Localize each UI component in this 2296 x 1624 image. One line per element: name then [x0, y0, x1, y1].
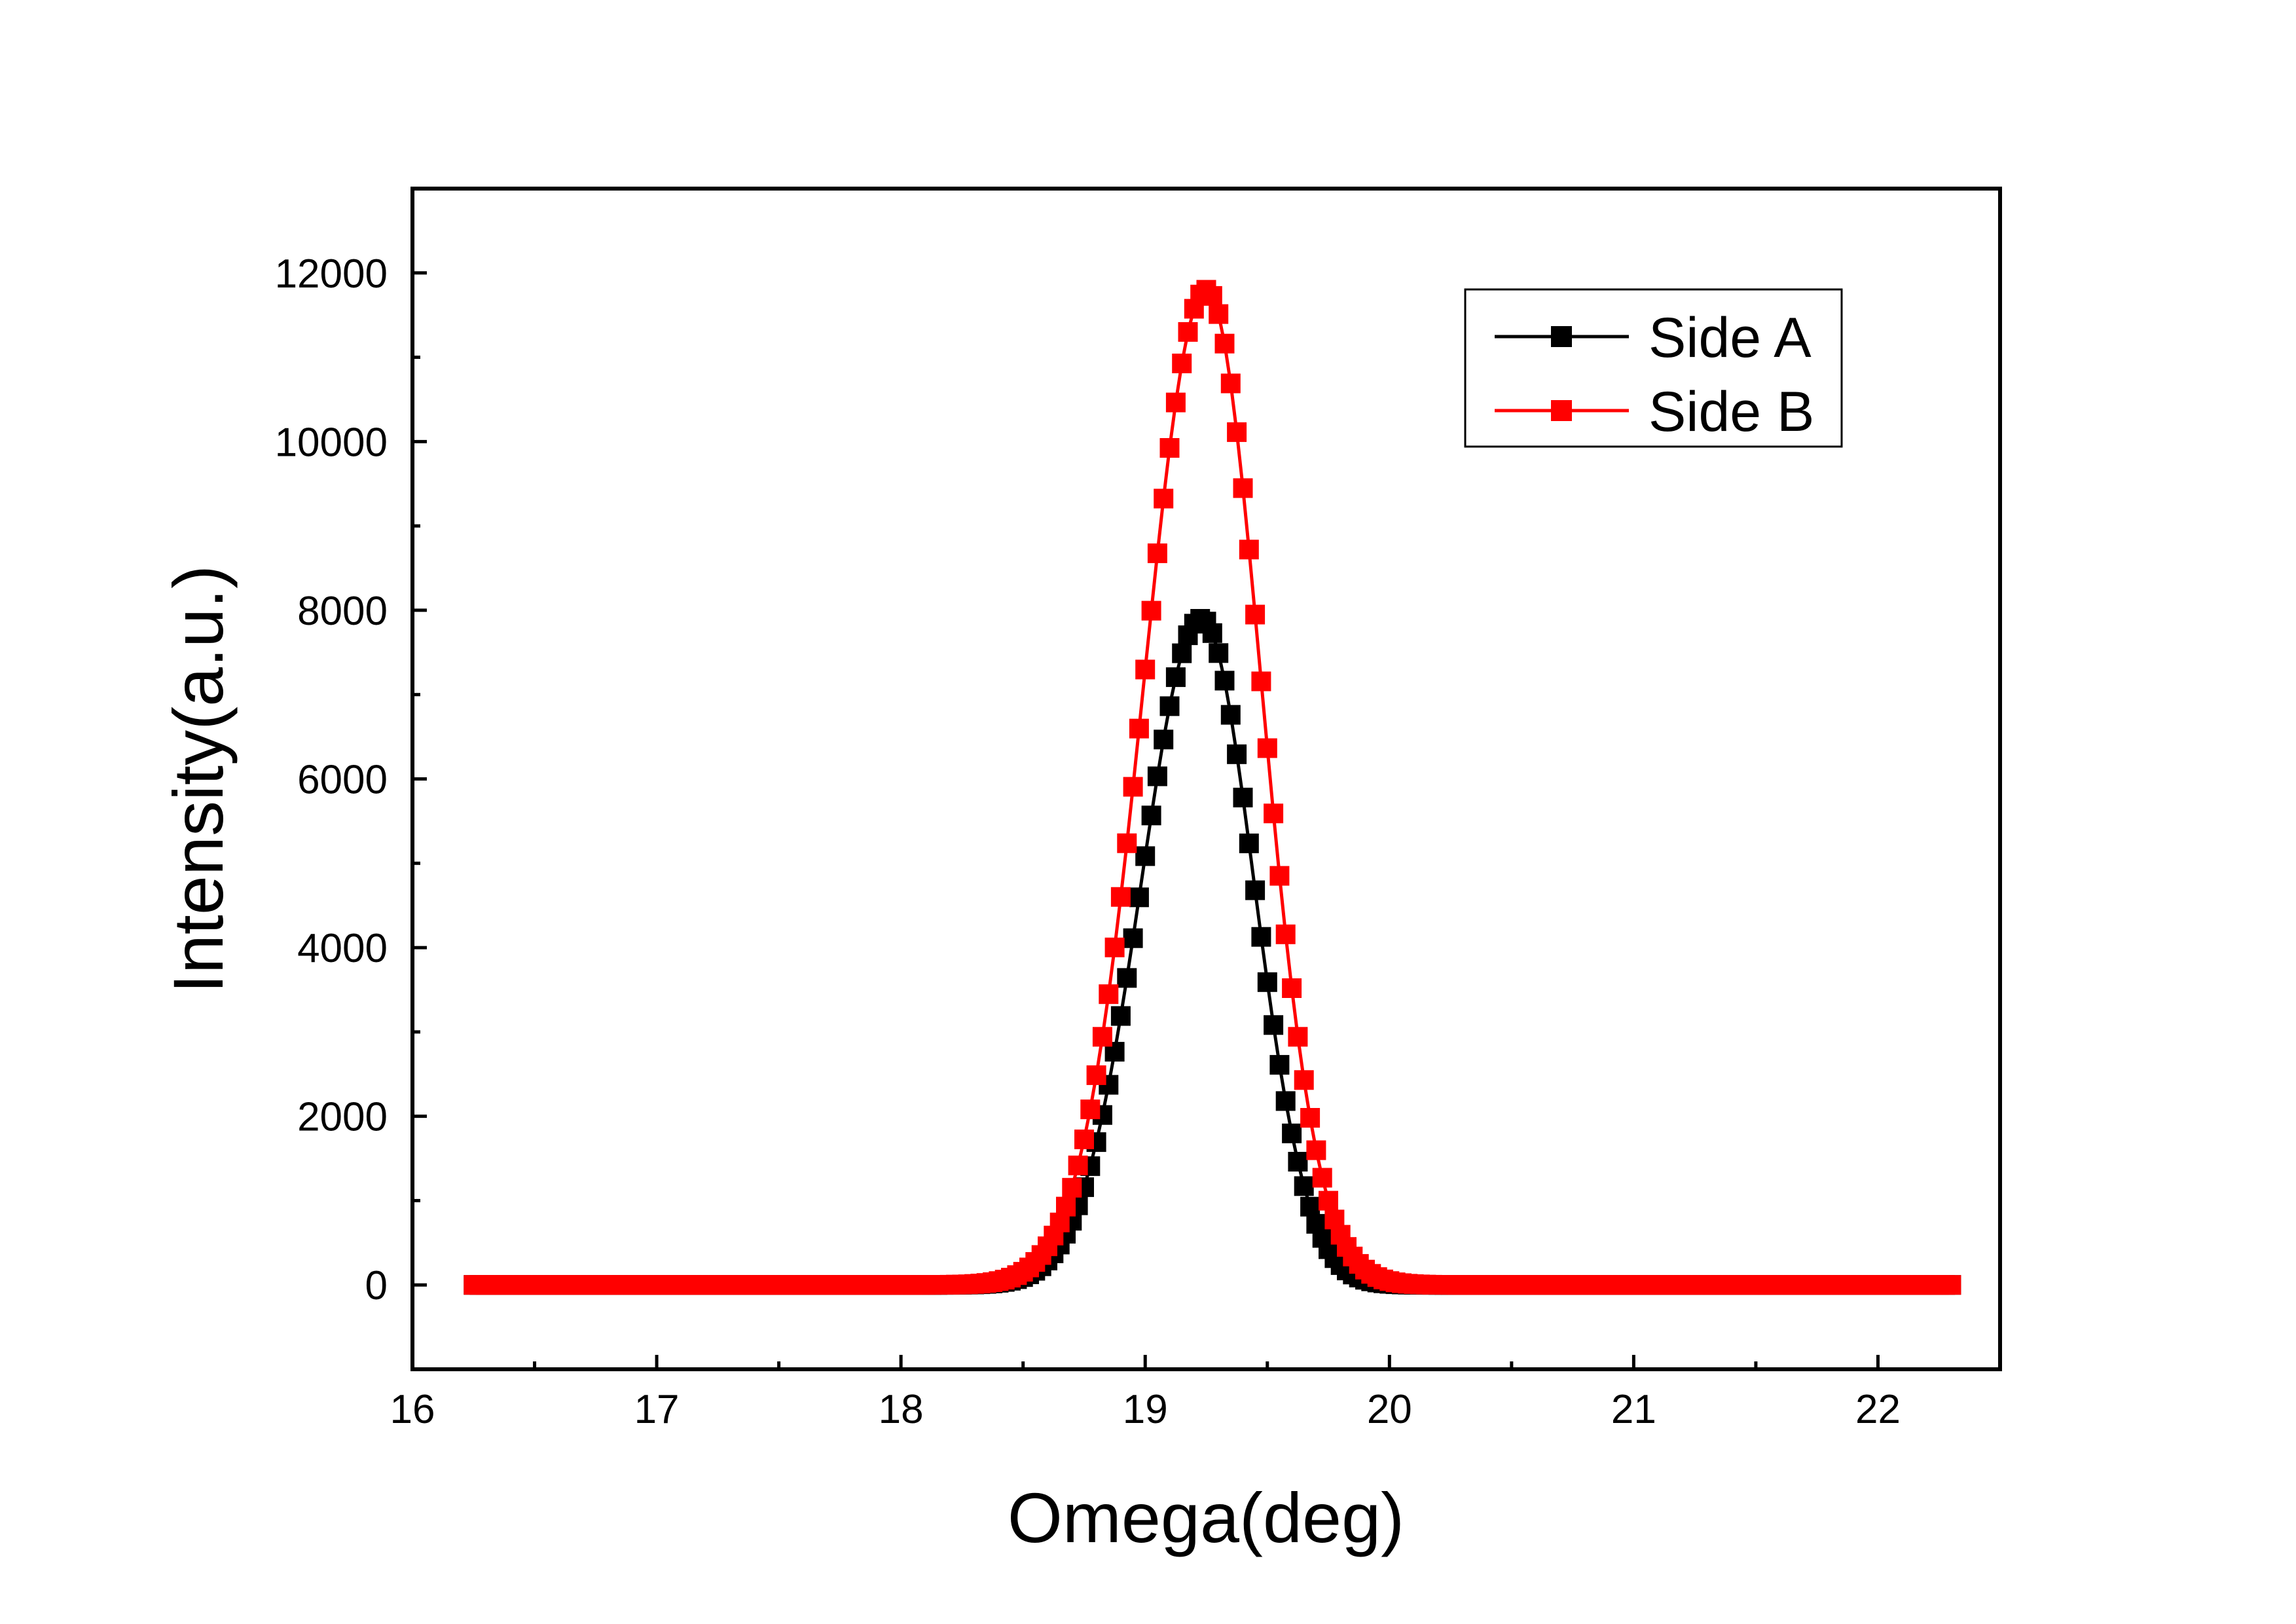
data-point-side-b — [1275, 924, 1296, 944]
data-point-side-b — [1227, 422, 1247, 442]
data-point-side-b — [1294, 1070, 1314, 1090]
data-point-side-a — [1275, 1091, 1296, 1111]
data-point-side-a — [1294, 1176, 1314, 1196]
data-point-side-b — [1135, 659, 1156, 680]
data-point-side-a — [1141, 805, 1161, 826]
data-point-side-a — [1123, 928, 1143, 948]
data-point-side-a — [1110, 1006, 1131, 1026]
series-line-side-a — [473, 617, 1952, 1287]
data-point-side-b — [1306, 1140, 1326, 1160]
data-point-side-a — [1257, 972, 1277, 992]
legend-marker-side-a — [1551, 326, 1572, 347]
data-point-side-b — [1239, 540, 1259, 560]
data-point-side-b — [1941, 1275, 1961, 1295]
data-point-side-a — [1214, 671, 1235, 691]
x-tick-label: 22 — [1855, 1387, 1901, 1432]
x-axis: 16 17 18 19 20 21 22 — [390, 1355, 1901, 1432]
data-point-side-a — [1165, 667, 1186, 688]
data-point-side-b — [1178, 322, 1198, 342]
data-point-side-a — [1220, 705, 1241, 725]
data-point-side-b — [1264, 803, 1284, 824]
data-point-side-a — [1135, 846, 1156, 866]
x-tick-label: 16 — [390, 1387, 435, 1432]
data-point-side-a — [1202, 623, 1222, 643]
y-tick-label: 6000 — [297, 758, 388, 803]
data-point-side-b — [1074, 1129, 1094, 1149]
y-tick-label: 2000 — [297, 1095, 388, 1140]
data-point-side-b — [1165, 392, 1186, 413]
data-point-side-b — [1245, 604, 1266, 625]
data-point-side-a — [1269, 1055, 1290, 1075]
y-tick-label: 10000 — [275, 420, 388, 465]
y-tick-label: 4000 — [297, 926, 388, 971]
data-point-side-a — [1172, 643, 1192, 663]
data-point-side-a — [1300, 1196, 1321, 1217]
data-point-side-b — [1110, 887, 1131, 907]
data-point-side-b — [1068, 1155, 1088, 1175]
data-point-side-a — [1251, 927, 1271, 947]
data-point-side-a — [1227, 744, 1247, 764]
data-point-side-b — [1147, 543, 1167, 563]
legend-marker-side-b — [1551, 400, 1572, 421]
y-tick-label: 8000 — [297, 589, 388, 634]
legend-box — [1464, 288, 1843, 448]
data-point-side-b — [1086, 1065, 1106, 1085]
data-point-side-b — [1104, 937, 1125, 957]
data-point-side-a — [1129, 887, 1149, 908]
x-tick-label: 17 — [634, 1387, 680, 1432]
data-point-side-b — [1214, 333, 1235, 354]
data-point-side-b — [1092, 1027, 1112, 1047]
series-side-a — [464, 609, 1961, 1295]
data-point-side-a — [1159, 696, 1180, 716]
data-point-side-b — [1172, 354, 1192, 373]
legend-label-side-b: Side B — [1649, 380, 1814, 443]
data-point-side-b — [1099, 984, 1119, 1005]
legend: Side A Side B — [1464, 288, 1843, 448]
data-point-side-b — [1209, 304, 1229, 324]
data-point-side-b — [1300, 1108, 1321, 1128]
data-point-side-a — [1282, 1123, 1302, 1143]
data-point-side-b — [1141, 600, 1161, 621]
data-point-side-b — [1056, 1196, 1076, 1217]
x-tick-label: 20 — [1367, 1387, 1412, 1432]
data-point-side-b — [1129, 718, 1149, 739]
data-point-side-a — [1245, 880, 1266, 900]
x-tick-label: 18 — [879, 1387, 924, 1432]
data-point-side-b — [1312, 1168, 1332, 1188]
data-point-side-b — [1282, 978, 1302, 998]
data-point-side-a — [1147, 766, 1167, 786]
data-point-side-b — [1288, 1027, 1308, 1047]
data-point-side-b — [1154, 489, 1174, 509]
data-point-side-b — [1220, 373, 1241, 394]
data-point-side-b — [1159, 438, 1180, 458]
data-point-side-b — [1117, 833, 1137, 853]
y-tick-label: 12000 — [275, 251, 388, 297]
y-tick-label: 0 — [365, 1263, 388, 1308]
data-point-side-b — [1062, 1177, 1082, 1198]
x-tick-label: 21 — [1611, 1387, 1656, 1432]
data-point-side-b — [1123, 777, 1143, 797]
data-point-side-a — [1117, 968, 1137, 988]
data-point-side-b — [1269, 866, 1290, 886]
x-axis-title: Omega(deg) — [1008, 1478, 1404, 1557]
x-tick-label: 19 — [1123, 1387, 1168, 1432]
data-point-side-a — [1209, 643, 1229, 663]
legend-label-side-a: Side A — [1649, 306, 1812, 369]
y-axis: 0 2000 4000 6000 8000 10000 12000 — [275, 187, 427, 1371]
series-side-b — [464, 280, 1961, 1295]
data-point-side-b — [1251, 671, 1271, 692]
data-point-side-b — [1202, 286, 1222, 306]
data-point-side-b — [1257, 738, 1277, 758]
data-point-side-a — [1288, 1152, 1308, 1172]
data-point-side-b — [1080, 1099, 1101, 1120]
data-point-side-a — [1154, 729, 1174, 750]
data-point-side-b — [1319, 1190, 1338, 1211]
y-axis-title: Intensity(a.u.) — [158, 565, 238, 993]
data-point-side-a — [1264, 1015, 1284, 1035]
data-point-side-a — [1239, 833, 1259, 853]
series-layer — [464, 280, 1961, 1295]
data-point-side-a — [1233, 787, 1253, 807]
data-point-side-b — [1233, 478, 1253, 498]
